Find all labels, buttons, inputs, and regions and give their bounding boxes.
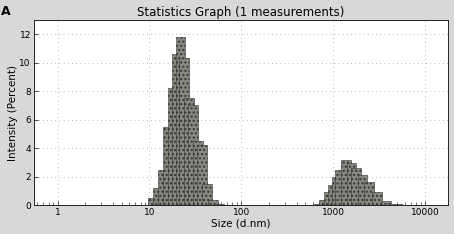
Bar bbox=[335, 170, 345, 205]
Bar bbox=[332, 177, 341, 205]
Bar bbox=[381, 201, 391, 205]
Bar bbox=[193, 141, 203, 205]
Bar bbox=[148, 198, 158, 205]
Bar bbox=[372, 192, 381, 205]
Bar bbox=[184, 98, 194, 205]
Bar bbox=[197, 145, 207, 205]
Bar bbox=[153, 188, 163, 205]
Bar bbox=[357, 175, 367, 205]
Bar bbox=[319, 200, 329, 205]
Bar bbox=[208, 200, 218, 205]
Bar bbox=[172, 54, 182, 205]
Bar bbox=[392, 204, 402, 205]
Bar bbox=[158, 170, 168, 205]
Bar bbox=[328, 185, 338, 205]
Bar bbox=[202, 184, 212, 205]
Bar bbox=[365, 183, 374, 205]
Bar bbox=[351, 168, 361, 205]
Bar bbox=[347, 163, 356, 205]
Bar bbox=[314, 204, 324, 205]
Bar bbox=[188, 106, 198, 205]
Bar bbox=[179, 58, 189, 205]
Bar bbox=[176, 37, 186, 205]
Bar bbox=[168, 88, 178, 205]
Bar bbox=[163, 127, 173, 205]
Y-axis label: Intensity (Percent): Intensity (Percent) bbox=[8, 65, 18, 161]
Text: A: A bbox=[0, 5, 10, 18]
Bar bbox=[214, 204, 224, 205]
Bar bbox=[324, 192, 334, 205]
X-axis label: Size (d.nm): Size (d.nm) bbox=[211, 219, 271, 228]
Title: Statistics Graph (1 measurements): Statistics Graph (1 measurements) bbox=[138, 6, 345, 19]
Bar bbox=[341, 160, 351, 205]
